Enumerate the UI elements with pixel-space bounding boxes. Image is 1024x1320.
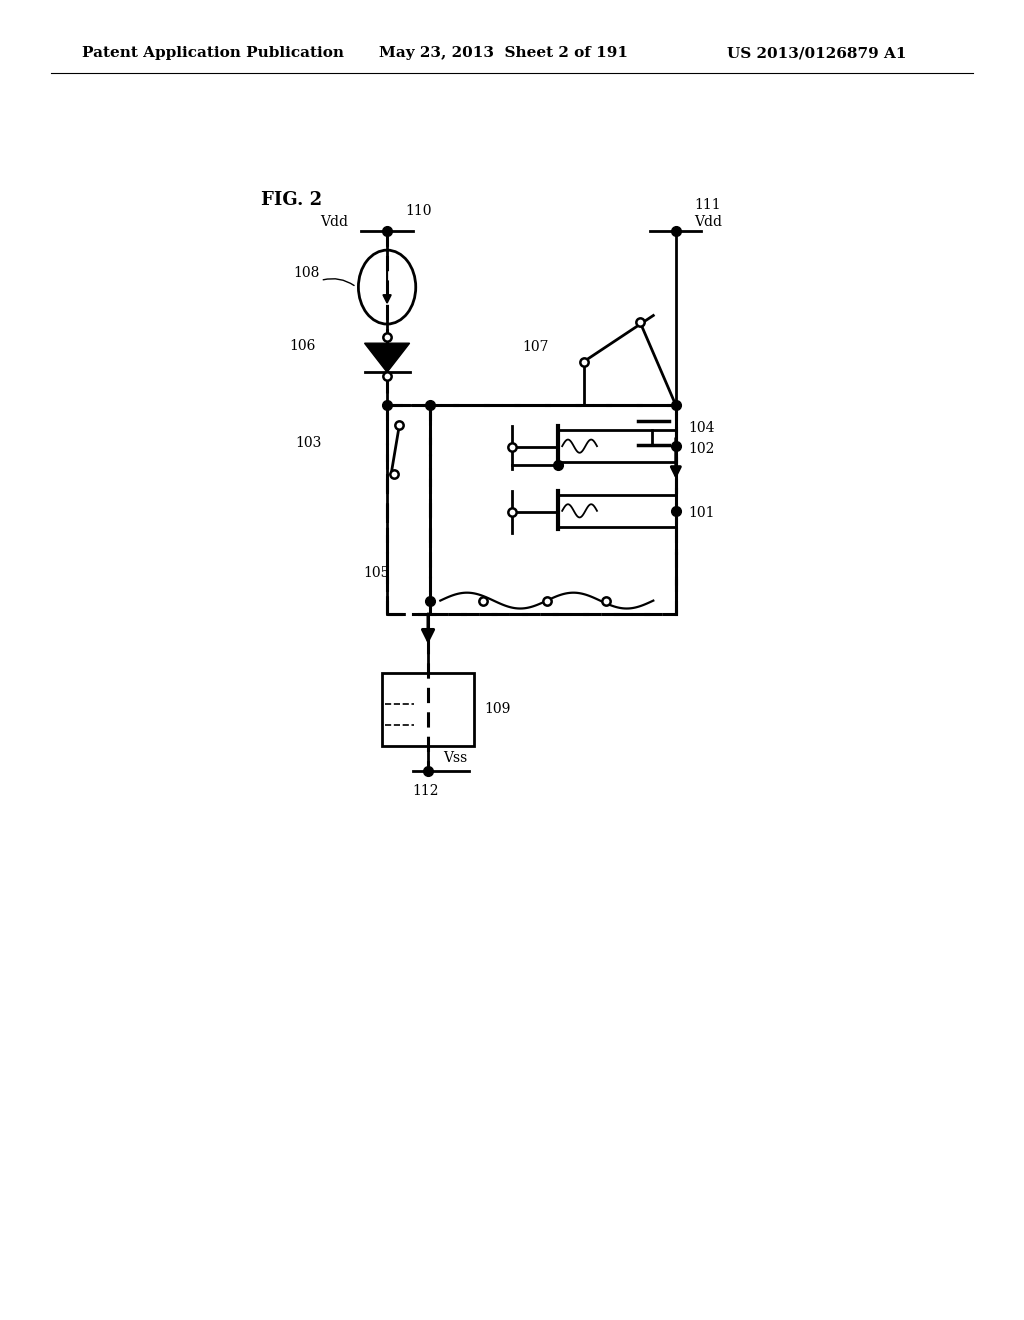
Polygon shape bbox=[365, 343, 410, 372]
Text: 106: 106 bbox=[290, 339, 316, 352]
Text: FIG. 2: FIG. 2 bbox=[261, 190, 323, 209]
Bar bbox=[382, 673, 474, 746]
Bar bbox=[430, 405, 676, 614]
Text: Vss: Vss bbox=[443, 751, 468, 764]
Text: May 23, 2013  Sheet 2 of 191: May 23, 2013 Sheet 2 of 191 bbox=[379, 46, 628, 61]
Text: 103: 103 bbox=[295, 436, 322, 450]
Text: 110: 110 bbox=[406, 205, 432, 218]
Bar bbox=[387, 405, 676, 614]
Text: 101: 101 bbox=[688, 507, 715, 520]
Text: 102: 102 bbox=[688, 442, 715, 455]
Text: 108: 108 bbox=[293, 265, 319, 280]
Text: 112: 112 bbox=[413, 784, 439, 797]
Text: US 2013/0126879 A1: US 2013/0126879 A1 bbox=[727, 46, 906, 61]
Text: Vdd: Vdd bbox=[694, 215, 722, 228]
Text: Patent Application Publication: Patent Application Publication bbox=[82, 46, 344, 61]
Text: 111: 111 bbox=[694, 198, 721, 211]
Text: Vdd: Vdd bbox=[321, 215, 348, 228]
Text: 105: 105 bbox=[364, 566, 390, 579]
Text: 107: 107 bbox=[522, 341, 549, 354]
Text: 104: 104 bbox=[688, 421, 715, 434]
Text: 109: 109 bbox=[484, 702, 511, 717]
